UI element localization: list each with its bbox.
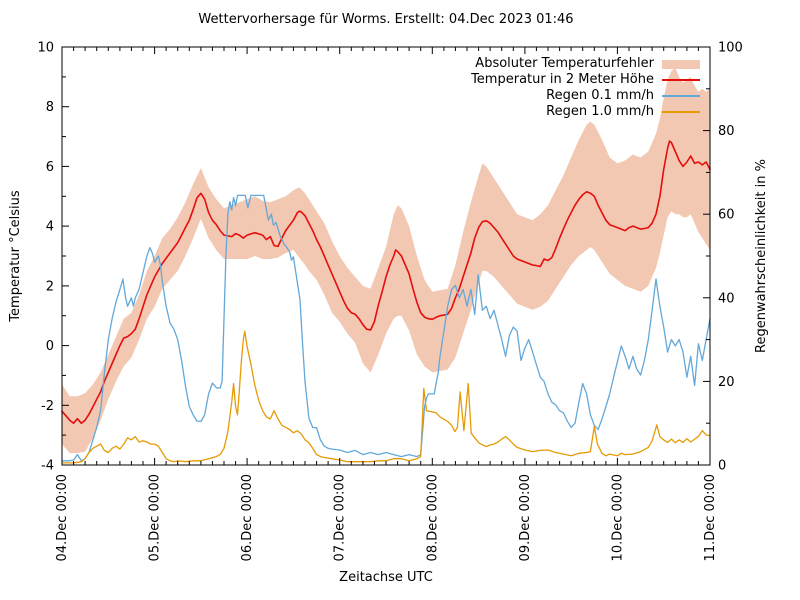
y-left-tick-label: 6 — [46, 160, 54, 175]
chart-title: Wettervorhersage für Worms. Erstellt: 04… — [198, 12, 574, 27]
y-right-tick-label: 60 — [718, 208, 735, 223]
y-right-tick-label: 0 — [718, 459, 726, 474]
x-tick-label: 05.Dec 00:00 — [148, 474, 163, 561]
x-tick-label: 11.Dec 00:00 — [703, 474, 718, 561]
y-right-tick-label: 40 — [718, 291, 735, 306]
band-swatch — [662, 59, 700, 69]
x-tick-label: 08.Dec 00:00 — [425, 474, 440, 561]
series-line — [61, 194, 711, 462]
y-right-tick-label: 20 — [718, 375, 735, 390]
y-right-tick-label: 100 — [718, 41, 743, 56]
y-left-tick-label: 10 — [37, 41, 54, 56]
legend-item-rain-01: Regen 0.1 mm/h — [546, 88, 700, 104]
orange-line-swatch — [662, 111, 700, 113]
y-left-tick-label: 4 — [46, 220, 54, 235]
legend-label: Regen 0.1 mm/h — [546, 88, 654, 103]
x-tick-label: 09.Dec 00:00 — [518, 474, 533, 561]
series-line — [61, 140, 711, 425]
x-tick-label: 06.Dec 00:00 — [240, 474, 255, 561]
blue-line-swatch — [662, 95, 700, 97]
y-left-tick-label: -4 — [41, 459, 54, 474]
y-left-tick-label: 0 — [46, 339, 54, 354]
y-left-tick-label: 2 — [46, 279, 54, 294]
series-line — [61, 330, 711, 464]
legend-label: Regen 1.0 mm/h — [546, 104, 654, 119]
legend-item-rain-10: Regen 1.0 mm/h — [546, 104, 700, 120]
y-right-axis-label: Regenwahrscheinlichkeit in % — [754, 159, 769, 353]
legend-label: Temperatur in 2 Meter Höhe — [471, 72, 654, 87]
red-line-swatch — [662, 79, 700, 81]
x-tick-label: 07.Dec 00:00 — [333, 474, 348, 561]
x-tick-label: 10.Dec 00:00 — [610, 474, 625, 561]
legend-label: Absoluter Temperaturfehler — [475, 56, 654, 71]
x-tick-label: 04.Dec 00:00 — [55, 474, 70, 561]
legend-item-temperature: Temperatur in 2 Meter Höhe — [471, 72, 700, 88]
legend: Absoluter Temperaturfehler Temperatur in… — [0, 56, 700, 120]
temperature-error-band — [62, 67, 710, 454]
y-right-tick-label: 80 — [718, 124, 735, 139]
legend-item-temperature-error: Absoluter Temperaturfehler — [475, 56, 700, 72]
x-axis-label: Zeitachse UTC — [339, 570, 433, 585]
y-left-tick-label: -2 — [41, 399, 54, 414]
y-left-tick-label: 8 — [46, 100, 54, 115]
